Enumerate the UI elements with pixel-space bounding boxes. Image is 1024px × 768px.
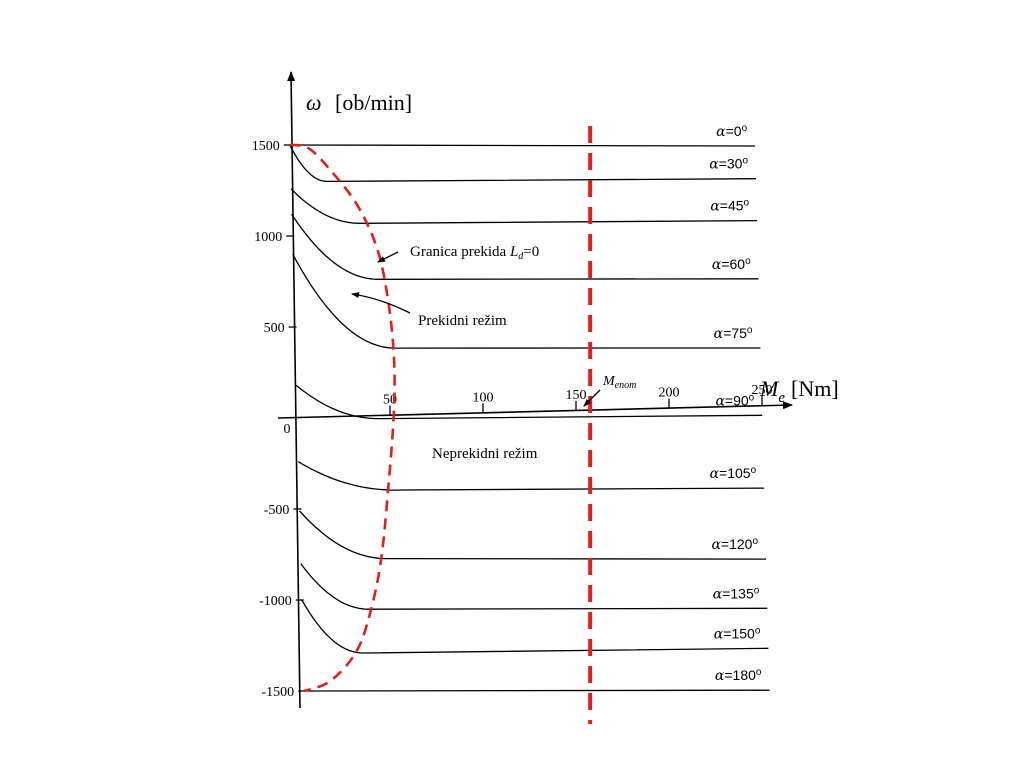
curve <box>290 188 758 224</box>
annotation-menom: Menom <box>602 374 636 391</box>
y-tick-label: 1000 <box>254 230 282 245</box>
curve <box>297 461 765 491</box>
curve-label: α=60o <box>712 256 751 273</box>
curve-label: α=0o <box>716 123 747 140</box>
x-ticks: 050 100 150 200 250 <box>284 383 773 437</box>
curve-label: α=105o <box>710 465 757 482</box>
curve <box>304 689 770 692</box>
curve-label: α=150o <box>714 625 761 642</box>
curve-label: α=45o <box>710 198 749 215</box>
curve <box>300 563 768 610</box>
curve-label: α=30o <box>709 156 748 173</box>
x-axis-unit: [Nm] <box>791 376 839 401</box>
x-tick-label: 250 <box>752 383 773 398</box>
y-tick-label: -1000 <box>259 594 292 609</box>
y-axis-unit: [ob/min] <box>335 90 412 115</box>
x-axis-symbol: M <box>759 376 780 401</box>
curve-labels: α=0o α=30o α=45o α=60o α=75o α=90o α=105o α=120… <box>709 123 762 684</box>
curve <box>295 384 763 420</box>
arrow-granica <box>377 251 399 263</box>
curve-label: α=75o <box>714 325 753 342</box>
curve-label: α=120o <box>711 536 758 553</box>
curve <box>301 599 769 654</box>
curve <box>298 510 767 560</box>
y-axis-symbol: ω <box>306 90 322 115</box>
characteristic-curves <box>289 144 770 692</box>
annotation-prekidni: Prekidni režim <box>418 313 507 329</box>
x-axis-subscript: e <box>778 390 785 406</box>
x-tick-label: 150 <box>566 388 587 403</box>
y-tick-label: -1500 <box>262 685 295 700</box>
x-axis <box>277 401 793 419</box>
annotation-granica: Granica prekida Ld=0 <box>410 244 539 262</box>
curve <box>291 213 759 280</box>
arrow-menom <box>583 389 601 407</box>
x-tick-label: 0 <box>284 422 291 437</box>
curve-label: α=135o <box>713 585 760 602</box>
boundary-curve <box>289 143 396 693</box>
x-tick-label: 100 <box>473 390 494 405</box>
x-tick-label: 200 <box>659 386 680 401</box>
curve-label: α=180o <box>715 667 762 684</box>
curve-label: α=90o <box>715 392 754 409</box>
y-tick-label: -500 <box>264 503 290 518</box>
curve <box>289 144 756 147</box>
annotation-neprekidni: Neprekidni režim <box>432 446 538 462</box>
arrow-prekidni <box>351 292 411 314</box>
x-axis-label: Me [Nm] <box>759 376 839 406</box>
y-tick-label: 500 <box>264 321 285 336</box>
y-tick-label: 1500 <box>252 139 280 154</box>
y-axis-label: ω [ob/min] <box>306 90 412 115</box>
curve <box>289 144 757 183</box>
curve <box>292 253 761 349</box>
y-axis <box>287 71 301 709</box>
